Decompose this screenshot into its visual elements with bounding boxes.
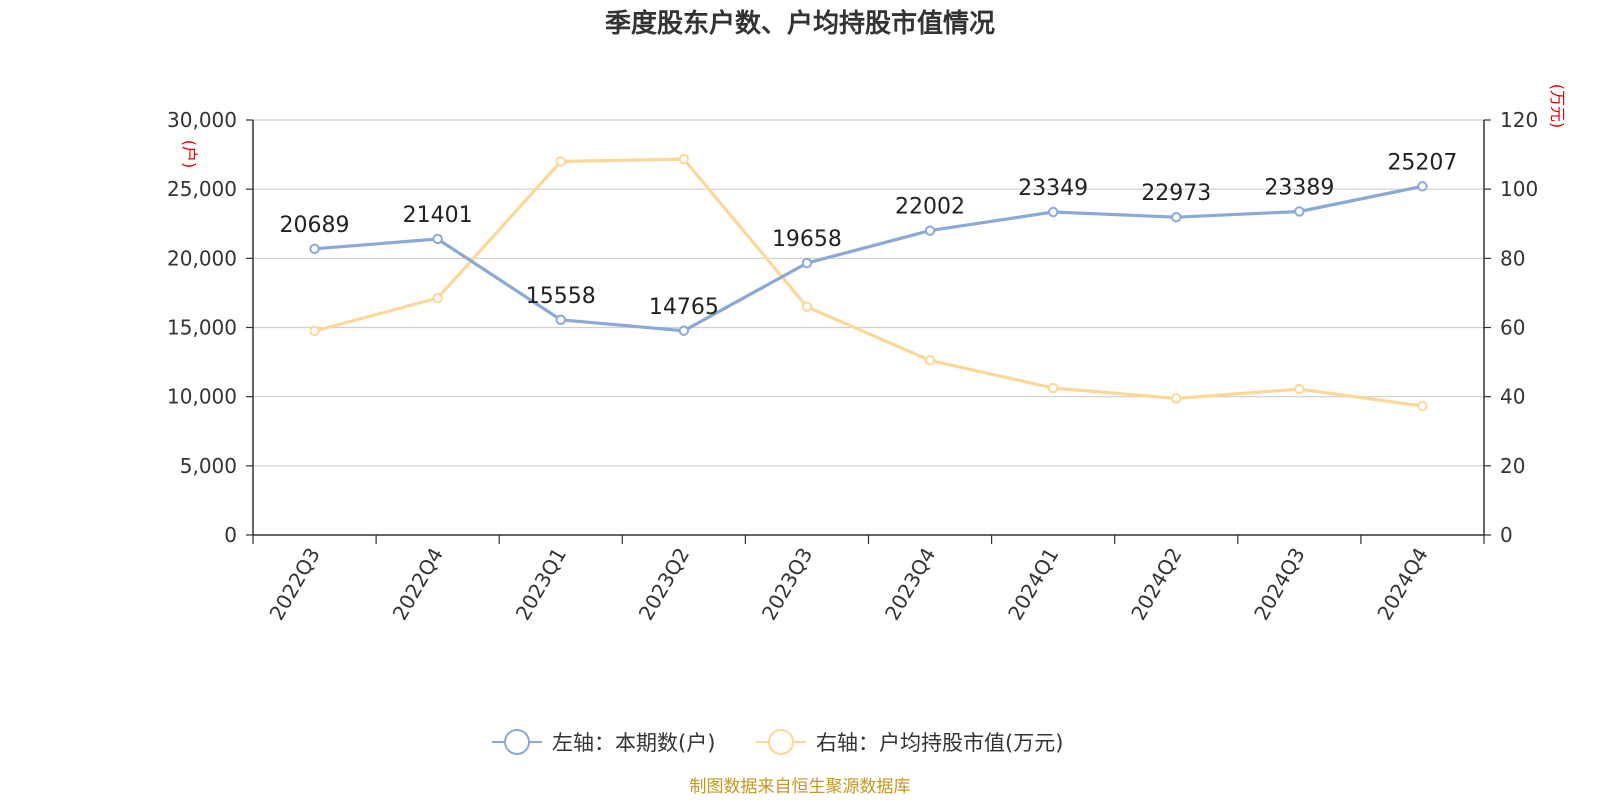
data-label: 21401: [403, 203, 473, 228]
right-tick-label: 0: [1500, 523, 1513, 547]
right-tick-label: 40: [1500, 385, 1525, 409]
x-axis-ticks: 2022Q3 2022Q4 2023Q1 2023Q2 2023Q3 2023Q4 2024…: [252, 535, 1485, 625]
x-tick-label: 2023Q4: [880, 544, 940, 625]
x-tick-label: 2024Q2: [1126, 544, 1186, 625]
legend-item-avg-value: 右轴：户均持股市值(万元): [756, 729, 1063, 755]
data-point-holders: [924, 225, 936, 236]
x-tick-label: 2024Q3: [1249, 544, 1309, 625]
data-label: 23389: [1264, 175, 1334, 200]
left-tick-label: 0: [224, 523, 237, 547]
chart-title: 季度股东户数、户均持股市值情况: [605, 8, 995, 39]
data-point-holders: [801, 257, 813, 269]
left-axis-ticks: 0 5,000 10,000 15,000 20,000 25,000 30,000: [167, 108, 253, 547]
legend-marker: [768, 729, 794, 755]
data-point-avg-value: [1417, 400, 1428, 412]
right-tick-label: 100: [1500, 177, 1538, 201]
legend-marker: [504, 729, 530, 755]
source-note: 制图数据来自恒生聚源数据库: [690, 777, 911, 797]
data-labels: 20689 21401 15558 14765 19658 22002 23349 22973…: [280, 150, 1458, 319]
left-tick-label: 5,000: [180, 454, 237, 478]
data-point-holders: [309, 243, 320, 255]
data-label: 19658: [772, 227, 842, 252]
right-tick-label: 80: [1500, 246, 1525, 270]
series-lines: [309, 153, 1428, 412]
legend: 左轴：本期数(户) 右轴：户均持股市值(万元): [492, 729, 1063, 755]
data-point-holders: [1294, 206, 1305, 217]
data-point-avg-value: [924, 355, 936, 366]
data-label: 25207: [1387, 150, 1457, 175]
data-label: 23349: [1018, 176, 1088, 201]
right-tick-label: 60: [1500, 316, 1525, 340]
data-point-holders: [1417, 181, 1428, 192]
data-point-avg-value: [678, 153, 690, 165]
data-point-holders: [555, 314, 566, 325]
data-point-avg-value: [555, 156, 566, 167]
x-tick-label: 2023Q2: [634, 544, 694, 625]
right-axis-ticks: 0 20 40 60 80 100 120: [1484, 108, 1538, 547]
data-point-avg-value: [1294, 383, 1305, 395]
data-point-avg-value: [309, 325, 320, 337]
data-point-avg-value: [801, 301, 813, 312]
x-tick-label: 2023Q1: [511, 544, 571, 625]
data-label: 22002: [895, 195, 965, 220]
data-point-avg-value: [432, 292, 443, 304]
left-tick-label: 30,000: [167, 108, 237, 132]
data-point-avg-value: [1047, 382, 1059, 394]
x-tick-label: 2023Q3: [757, 544, 817, 625]
right-axis-unit: (万元): [1548, 84, 1567, 129]
x-tick-label: 2024Q4: [1372, 544, 1432, 625]
left-axis-unit: (户): [180, 140, 199, 169]
data-label: 20689: [280, 213, 350, 238]
data-point-avg-value: [1171, 393, 1182, 404]
data-point-holders: [678, 325, 690, 336]
left-tick-label: 15,000: [167, 316, 237, 340]
data-label: 15558: [526, 284, 596, 309]
data-point-holders: [1047, 206, 1059, 218]
left-tick-label: 10,000: [167, 385, 237, 409]
data-point-holders: [1171, 212, 1182, 223]
series-line-avg-value: [314, 157, 1423, 408]
series-line-holders: [314, 184, 1423, 333]
right-tick-label: 120: [1500, 108, 1538, 132]
left-tick-label: 25,000: [167, 177, 237, 201]
legend-item-holders: 左轴：本期数(户): [492, 729, 715, 755]
left-tick-label: 20,000: [167, 246, 237, 270]
data-label: 22973: [1141, 181, 1211, 206]
grid-lines: [253, 119, 1484, 467]
right-tick-label: 20: [1500, 454, 1525, 478]
data-label: 14765: [649, 295, 719, 320]
data-point-holders: [432, 233, 443, 245]
x-tick-label: 2022Q3: [264, 544, 324, 625]
x-tick-label: 2022Q4: [388, 544, 448, 625]
x-tick-label: 2024Q1: [1003, 544, 1063, 625]
legend-label: 右轴：户均持股市值(万元): [816, 731, 1063, 755]
legend-label: 左轴：本期数(户): [552, 731, 715, 755]
